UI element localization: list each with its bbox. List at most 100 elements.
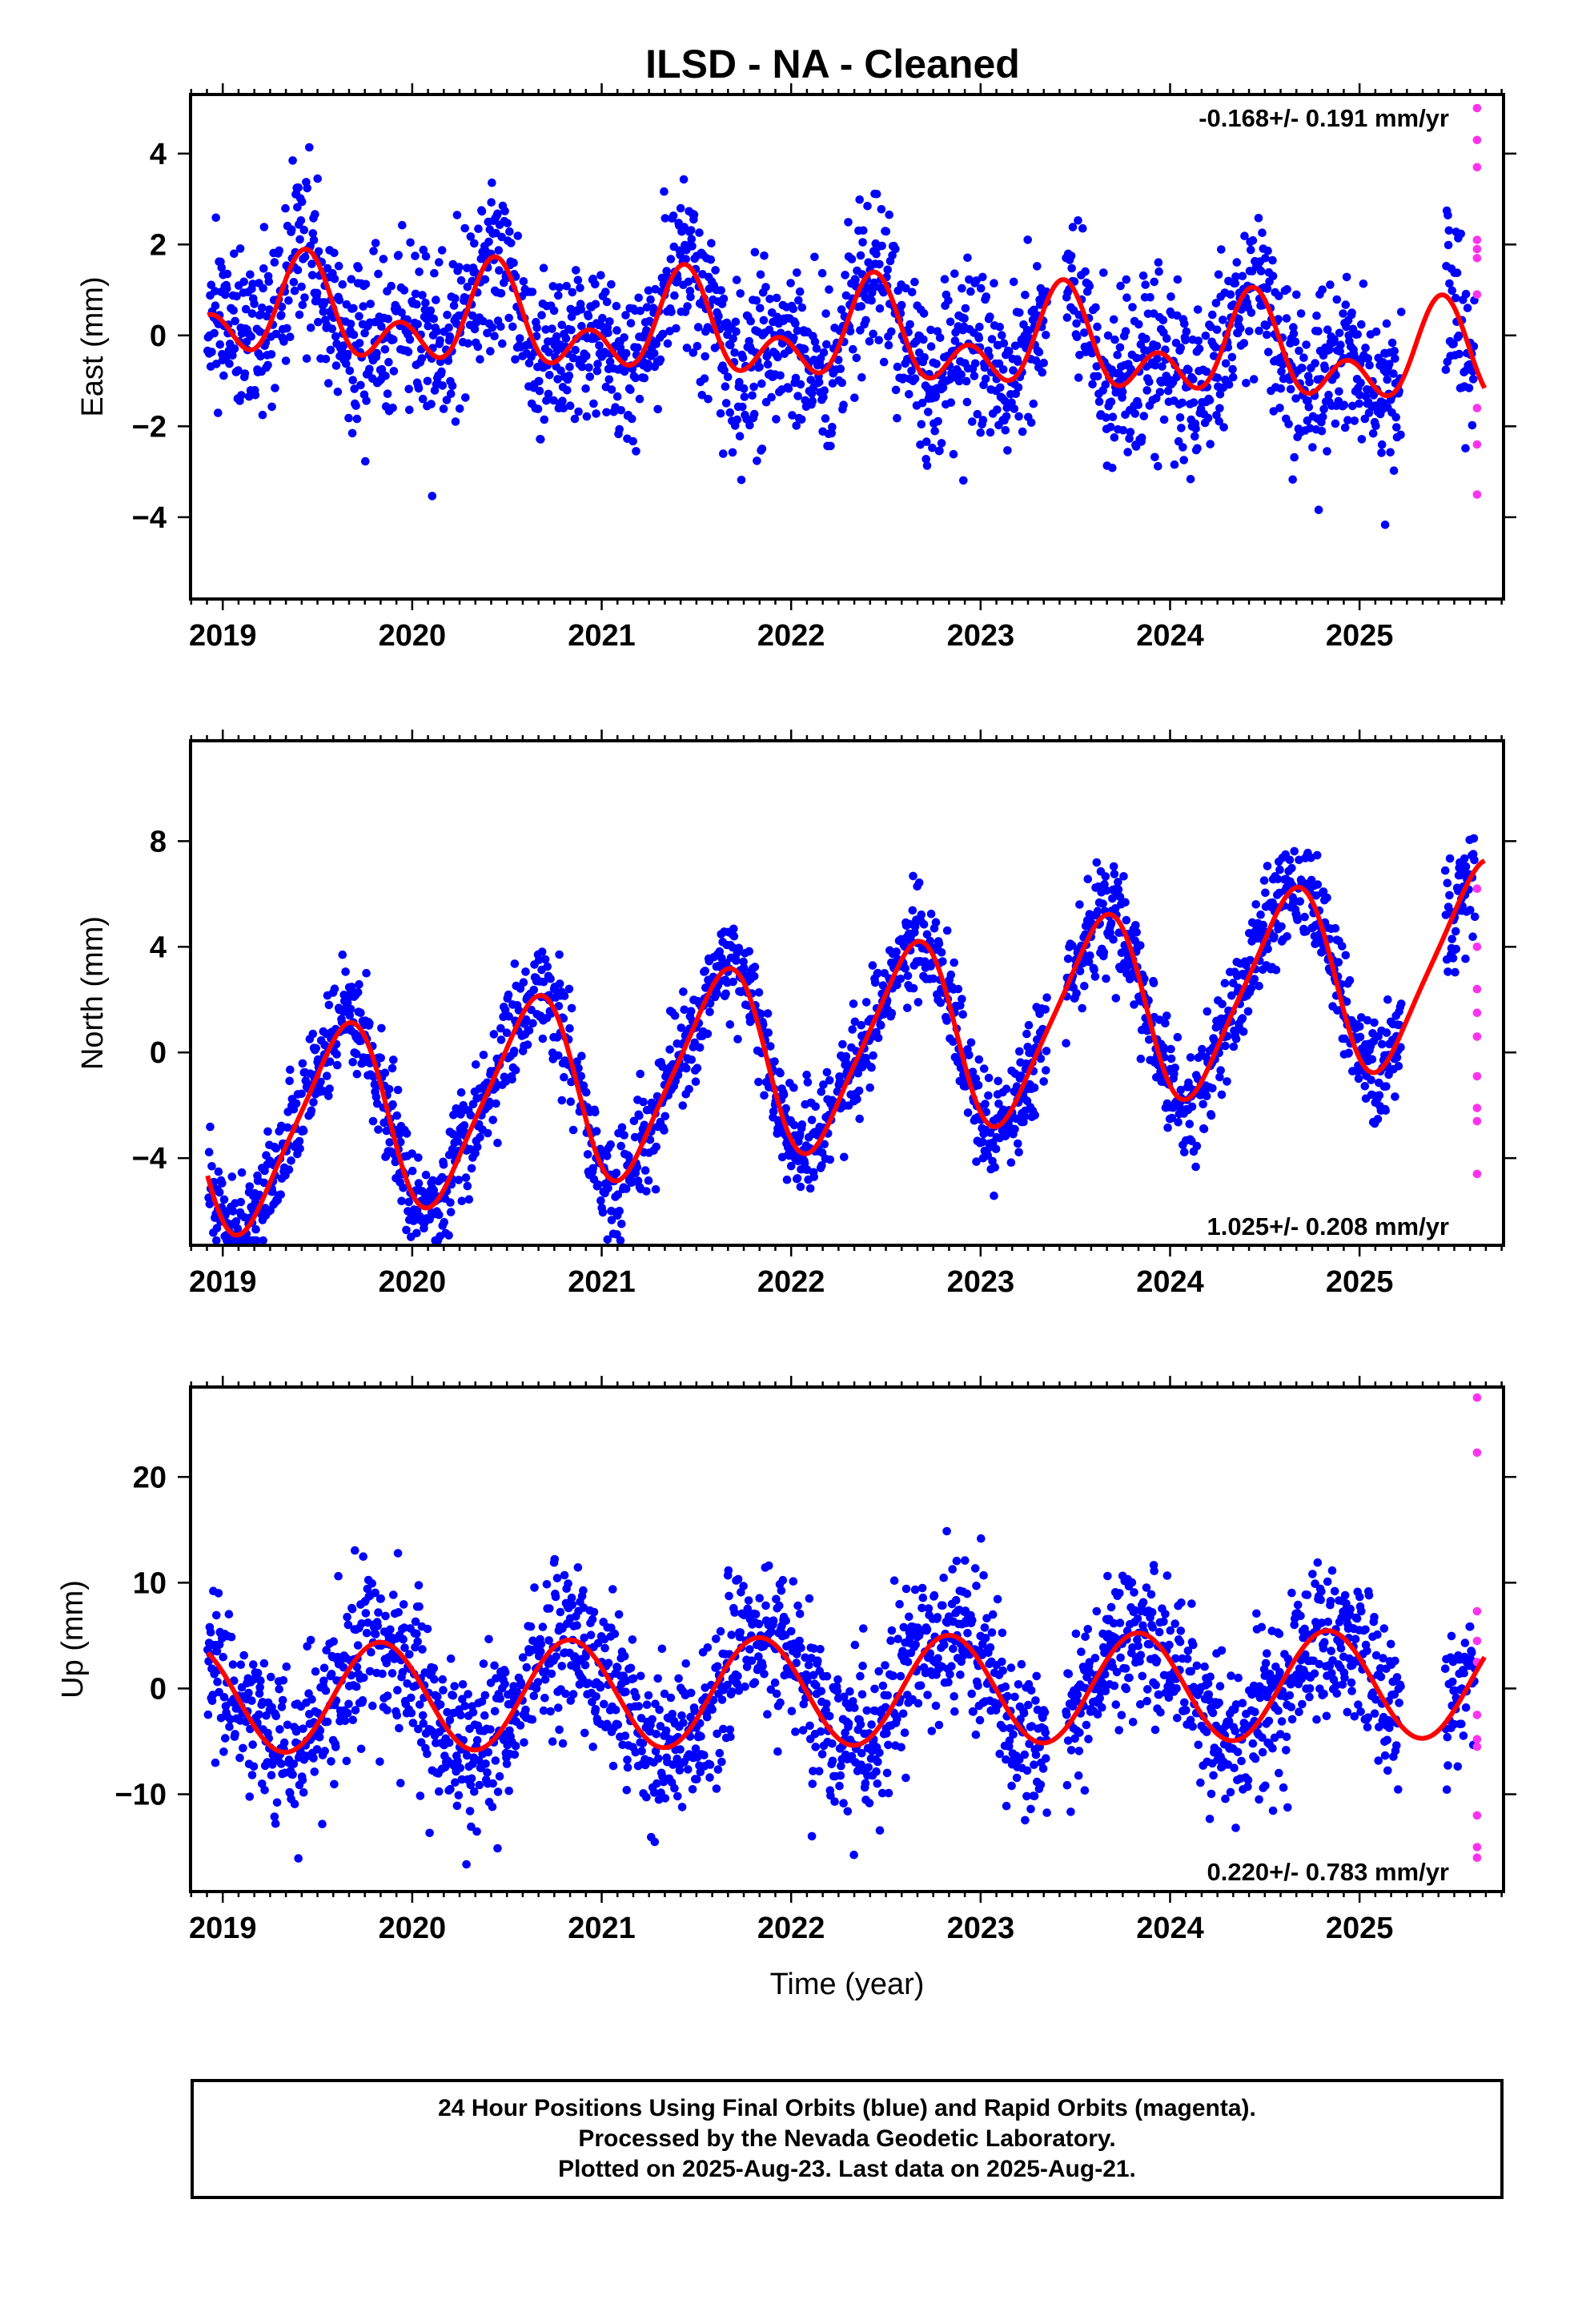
final-orbit-point: [1320, 364, 1330, 373]
final-orbit-point: [942, 1016, 951, 1025]
final-orbit-point: [1118, 387, 1127, 396]
final-orbit-point: [365, 364, 374, 374]
final-orbit-point: [308, 229, 318, 238]
final-orbit-point: [375, 1757, 384, 1767]
final-orbit-point: [467, 1774, 476, 1783]
final-orbit-point: [855, 195, 864, 204]
final-orbit-point: [492, 1099, 500, 1108]
final-orbit-point: [553, 375, 562, 384]
final-orbit-point: [279, 1676, 288, 1685]
final-orbit-point: [711, 266, 720, 275]
final-orbit-point: [456, 1711, 465, 1720]
final-orbit-point: [393, 1686, 402, 1695]
final-orbit-point: [427, 400, 436, 408]
final-orbit-point: [291, 1099, 301, 1108]
final-orbit-point: [481, 1759, 490, 1768]
final-orbit-point: [1106, 919, 1116, 928]
final-orbit-point: [359, 1673, 368, 1683]
final-orbit-point: [352, 1682, 361, 1691]
final-orbit-point: [311, 1667, 320, 1676]
final-orbit-point: [529, 985, 539, 995]
final-orbit-point: [466, 232, 476, 241]
final-orbit-point: [821, 414, 830, 423]
final-orbit-point: [605, 317, 614, 326]
rapid-orbit-point: [1472, 440, 1482, 449]
final-orbit-point: [543, 962, 552, 971]
final-orbit-point: [574, 407, 583, 416]
final-orbit-point: [259, 283, 267, 293]
final-orbit-point: [1146, 292, 1154, 302]
final-orbit-point: [1231, 1035, 1241, 1043]
final-orbit-point: [406, 238, 415, 247]
final-orbit-point: [1136, 941, 1145, 950]
final-orbit-point: [230, 249, 239, 259]
final-orbit-point: [1203, 413, 1213, 423]
final-orbit-point: [1185, 1120, 1195, 1128]
final-orbit-point: [1367, 1076, 1375, 1084]
final-orbit-point: [1092, 858, 1102, 867]
final-orbit-point: [1319, 404, 1328, 414]
final-orbit-point: [496, 322, 505, 332]
final-orbit-point: [1132, 927, 1141, 937]
final-orbit-point: [1118, 426, 1128, 435]
final-orbit-point: [256, 352, 265, 361]
final-orbit-point: [1217, 245, 1226, 254]
final-orbit-point: [383, 315, 393, 324]
final-orbit-point: [1014, 412, 1023, 421]
final-orbit-point: [368, 1701, 377, 1711]
final-orbit-point: [1239, 1027, 1248, 1036]
final-orbit-point: [1109, 862, 1118, 871]
final-orbit-point: [757, 444, 767, 453]
final-orbit-point: [486, 1725, 495, 1734]
final-orbit-point: [802, 1070, 811, 1080]
final-orbit-point: [753, 456, 761, 465]
final-orbit-point: [942, 926, 952, 935]
final-orbit-point: [535, 386, 544, 396]
final-orbit-point: [909, 871, 917, 881]
final-orbit-point: [560, 991, 569, 1000]
x-tick-label: 2023: [947, 1265, 1015, 1299]
final-orbit-point: [421, 1170, 431, 1180]
final-orbit-point: [343, 1708, 352, 1718]
final-orbit-point: [991, 1144, 1001, 1153]
final-orbit-point: [716, 409, 725, 418]
final-orbit-point: [1113, 350, 1122, 360]
final-orbit-point: [384, 357, 393, 367]
final-orbit-point: [326, 345, 335, 355]
final-orbit-point: [276, 1190, 286, 1199]
final-orbit-point: [1448, 954, 1458, 963]
final-orbit-point: [1193, 444, 1202, 453]
final-orbit-point: [689, 210, 699, 219]
final-orbit-point: [981, 374, 990, 384]
final-orbit-point: [584, 363, 593, 372]
final-orbit-point: [1290, 452, 1299, 462]
final-orbit-point: [235, 1753, 244, 1763]
final-orbit-point: [852, 353, 861, 363]
final-orbit-point: [1009, 277, 1018, 287]
final-orbit-point: [203, 1710, 213, 1719]
final-orbit-point: [331, 361, 341, 370]
final-orbit-point: [1141, 280, 1150, 289]
final-orbit-point: [1264, 348, 1273, 356]
final-orbit-point: [686, 226, 696, 235]
final-orbit-point: [461, 393, 470, 402]
final-orbit-point: [511, 355, 520, 364]
final-orbit-point: [1396, 430, 1405, 440]
final-orbit-point: [1451, 967, 1460, 977]
final-orbit-point: [746, 316, 755, 326]
final-orbit-point: [265, 305, 274, 314]
final-orbit-point: [295, 310, 304, 320]
final-orbit-point: [484, 237, 493, 247]
final-orbit-point: [567, 325, 576, 335]
final-orbit-point: [239, 277, 249, 287]
final-orbit-point: [1214, 270, 1223, 279]
rapid-orbit-point: [1472, 290, 1482, 300]
final-orbit-point: [750, 247, 760, 257]
rapid-orbit-point: [1472, 244, 1482, 254]
final-orbit-point: [509, 258, 518, 267]
final-orbit-point: [593, 360, 602, 368]
final-orbit-point: [1298, 364, 1307, 372]
final-orbit-point: [700, 374, 709, 384]
final-orbit-point: [267, 350, 276, 359]
final-orbit-point: [592, 1127, 601, 1136]
